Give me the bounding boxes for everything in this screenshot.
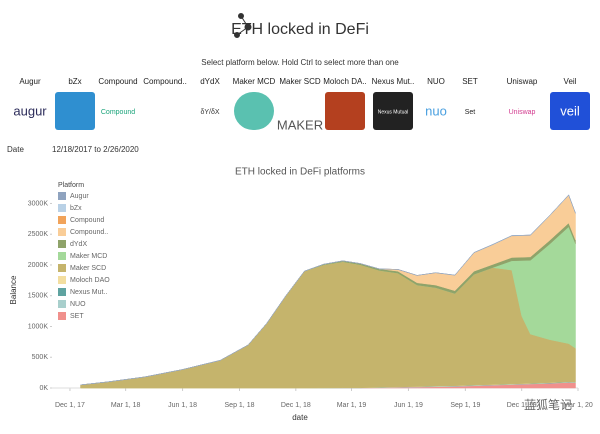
platform-name[interactable]: Augur [19,77,41,86]
platform-logo-text[interactable]: veil [560,103,580,118]
platform-logo-text[interactable]: nuo [425,103,447,118]
legend-swatch[interactable] [58,312,66,320]
legend-label[interactable]: Nexus Mut.. [70,289,107,296]
platform-logo-text[interactable]: δY/δX [200,109,219,116]
platform-logo[interactable] [234,92,274,130]
legend-swatch[interactable] [58,252,66,260]
x-tick-label: Sep 1, 19 [450,402,480,409]
legend-swatch[interactable] [58,192,66,200]
legend-swatch[interactable] [58,216,66,224]
legend-label[interactable]: Augur [70,193,89,200]
legend-label[interactable]: Maker MCD [70,253,107,260]
legend-label[interactable]: Maker SCD [70,265,106,272]
legend-label[interactable]: NUO [70,301,86,308]
platform-name[interactable]: Maker MCD [233,77,276,86]
platform-name[interactable]: Veil [564,77,577,86]
subtitle: Select platform below. Hold Ctrl to sele… [201,58,399,67]
platform-name[interactable]: Moloch DA.. [323,77,367,86]
legend-label[interactable]: SET [70,313,84,320]
platform-logo-text[interactable]: MAKER [277,117,323,132]
title-icon [234,13,252,38]
x-tick-label: Mar 1, 19 [337,402,367,409]
legend-label[interactable]: Compound.. [70,229,108,236]
platform-name[interactable]: dYdX [200,77,220,86]
x-tick-label: Sep 1, 18 [225,402,255,409]
platform-name[interactable]: Nexus Mut.. [372,77,415,86]
legend-swatch[interactable] [58,228,66,236]
x-tick-label: Jun 1, 19 [394,402,423,409]
area [80,261,576,389]
platform-name[interactable]: Compound.. [143,77,187,86]
x-tick-label: Mar 1, 20 [563,402,593,409]
area [80,194,576,386]
platform-logo-text[interactable]: Compound [101,109,135,116]
platform-name[interactable]: bZx [68,77,81,86]
legend-swatch[interactable] [58,300,66,308]
platform-logo[interactable] [550,92,590,130]
platform-logo[interactable] [373,92,413,130]
page-title: ETH locked in DeFi [231,21,369,38]
y-tick-label: 3000K [28,200,49,207]
x-tick-label: Dec 1, 17 [55,402,85,409]
x-axis-label: date [292,413,308,422]
legend-title: Platform [58,182,84,189]
y-tick-label: 1500K [28,293,49,300]
x-tick-label: Dec 1, 18 [281,402,311,409]
platform-logo[interactable] [325,92,365,130]
platform-logo-text[interactable]: Set [465,109,476,116]
legend-swatch[interactable] [58,276,66,284]
x-tick-label: Jun 1, 18 [168,402,197,409]
y-axis-label: Balance [9,275,18,304]
y-tick-label: 2500K [28,231,49,238]
x-tick-label: Dec 1, 19 [507,402,537,409]
legend-label[interactable]: Moloch DAO [70,277,110,284]
platform-name[interactable]: SET [462,77,478,86]
y-tick-label: 500K [32,354,49,361]
platform-name[interactable]: Maker SCD [279,77,321,86]
legend-swatch[interactable] [58,264,66,272]
y-tick-label: 1000K [28,323,49,330]
legend-label[interactable]: dYdX [70,241,87,248]
platform-logo-text[interactable]: augur [13,103,47,118]
platform-logo-text[interactable]: Uniswap [509,109,536,116]
legend-label[interactable]: Compound [70,217,104,224]
legend-swatch[interactable] [58,240,66,248]
filter-value[interactable]: 12/18/2017 to 2/26/2020 [52,145,139,154]
y-tick-label: 0K [39,385,48,392]
x-tick-label: Mar 1, 18 [111,402,141,409]
filter-label: Date [7,145,24,154]
watermark: 蓝狐笔记 [524,397,572,412]
y-tick-label: 2000K [28,262,49,269]
legend-label[interactable]: bZx [70,205,82,212]
platform-logo-text[interactable]: Nexus Mutual [378,109,409,115]
chart-title: ETH locked in DeFi platforms [235,167,365,178]
legend-swatch[interactable] [58,288,66,296]
platform-name[interactable]: Uniswap [507,77,538,86]
platform-name[interactable]: NUO [427,77,445,86]
platform-logo[interactable] [55,92,95,130]
legend-swatch[interactable] [58,204,66,212]
platform-name[interactable]: Compound [98,77,137,86]
